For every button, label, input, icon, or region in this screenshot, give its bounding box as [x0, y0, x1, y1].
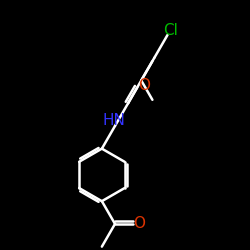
Text: O: O — [133, 216, 145, 232]
Text: O: O — [138, 78, 150, 93]
Text: HN: HN — [102, 113, 125, 128]
Text: Cl: Cl — [163, 23, 178, 38]
